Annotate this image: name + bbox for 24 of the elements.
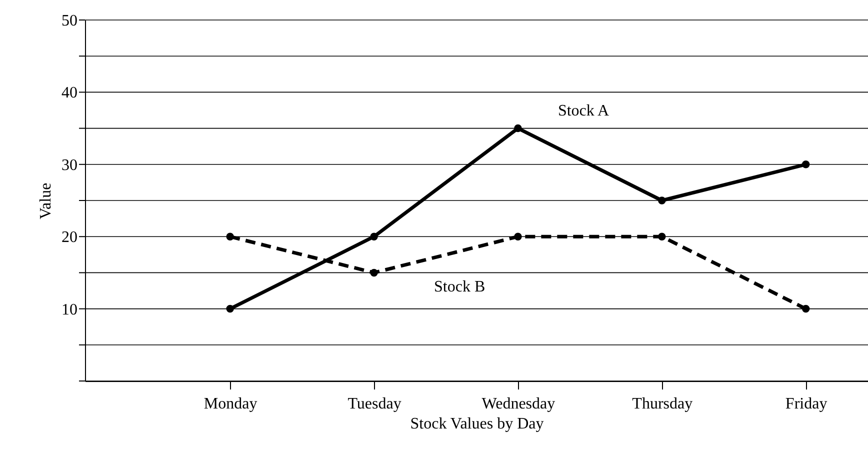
x-tick-label: Friday <box>785 396 828 412</box>
x-tick-label: Monday <box>204 396 258 412</box>
x-tick-label: Tuesday <box>348 396 402 412</box>
point <box>802 160 810 168</box>
point <box>226 304 234 313</box>
y-tick-label: 50 <box>62 12 78 30</box>
point <box>514 232 522 240</box>
y-tick-label: 30 <box>62 156 78 174</box>
y-axis-title: Value <box>38 182 54 220</box>
y-tick-label: 40 <box>62 84 78 102</box>
y-tick-label: 10 <box>62 301 78 318</box>
x-tick-label: Thursday <box>632 396 693 412</box>
point <box>658 232 666 240</box>
point <box>802 304 810 313</box>
y-tick-label: 20 <box>62 229 78 246</box>
x-axis-title: Stock Values by Day <box>410 416 544 432</box>
point <box>370 232 378 240</box>
point <box>514 124 522 132</box>
point <box>658 196 666 204</box>
point <box>226 232 234 240</box>
x-tick-label: Wednesday <box>482 396 556 412</box>
series-label: Stock B <box>434 278 486 296</box>
series-label: Stock A <box>558 102 610 120</box>
point <box>370 268 378 277</box>
